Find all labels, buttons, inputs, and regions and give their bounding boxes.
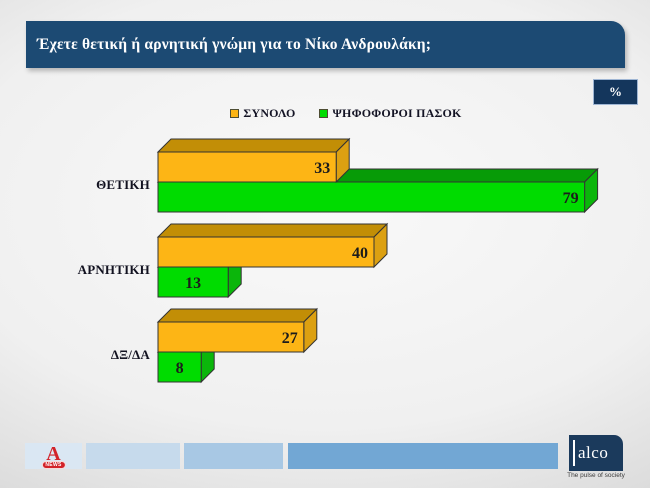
footer-strip-segment-1 xyxy=(86,443,180,469)
bar-s1-c1 xyxy=(157,266,229,298)
bar-value-s1-c2: 8 xyxy=(176,360,184,377)
legend-label-total: ΣΥΝΟΛΟ xyxy=(243,105,296,120)
alpha-letter: A xyxy=(46,443,61,465)
bar-s0-c0 xyxy=(157,151,337,183)
footer-strip-segment-2 xyxy=(184,443,283,469)
bar-s1-c0 xyxy=(157,181,586,213)
legend-item-total: ΣΥΝΟΛΟ xyxy=(230,106,295,121)
bar-top-face-s0-c2 xyxy=(156,308,319,323)
bar-value-s0-c1: 40 xyxy=(352,245,368,262)
bar-s0-c2 xyxy=(157,321,305,353)
question-title: Έχετε θετική ή αρνητική γνώμη για το Νίκ… xyxy=(37,35,432,53)
legend-swatch-pasok-voters xyxy=(319,108,329,118)
bar-value-s1-c1: 13 xyxy=(185,275,201,292)
legend-label-pasok-voters: ΨΗΦΟΦΟΡΟΙ ΠΑΣΟΚ xyxy=(332,105,462,120)
footer-strip-segment-3 xyxy=(288,443,558,469)
category-label-positive: ΘΕΤΙΚΗ xyxy=(96,177,150,192)
legend-swatch-total xyxy=(230,108,240,118)
category-label-dont-know: ΔΞ/ΔΑ xyxy=(110,347,150,362)
bar-value-s0-c0: 33 xyxy=(314,160,330,177)
chart-legend: ΣΥΝΟΛΟ ΨΗΦΟΦΟΡΟΙ ΠΑΣΟΚ xyxy=(0,104,650,122)
bar-value-s1-c0: 79 xyxy=(563,190,579,207)
question-title-bar: Έχετε θετική ή αρνητική γνώμη για το Νίκ… xyxy=(26,21,625,68)
bar-top-face-s0-c1 xyxy=(156,223,389,238)
category-label-negative: ΑΡΝΗΤΙΚΗ xyxy=(77,262,150,277)
footer-alpha-logo-box: A NEWS xyxy=(25,443,82,469)
alco-logo-accent-line xyxy=(573,440,575,466)
bar-top-face-s0-c0 xyxy=(156,138,351,153)
percent-unit-badge: % xyxy=(593,79,638,105)
alco-logo: alco xyxy=(569,435,623,471)
alpha-news-logo: A NEWS xyxy=(41,443,66,469)
bar-s1-c2 xyxy=(157,351,202,383)
bar-value-s0-c2: 27 xyxy=(282,330,298,347)
bar-s0-c1 xyxy=(157,236,375,268)
legend-item-pasok-voters: ΨΗΦΟΦΟΡΟΙ ΠΑΣΟΚ xyxy=(319,106,461,121)
percent-unit-label: % xyxy=(609,84,622,99)
alpha-news-badge: NEWS xyxy=(41,461,66,469)
alco-tagline: The pulse of society xyxy=(567,472,625,479)
alco-logo-name: alco xyxy=(578,443,609,462)
